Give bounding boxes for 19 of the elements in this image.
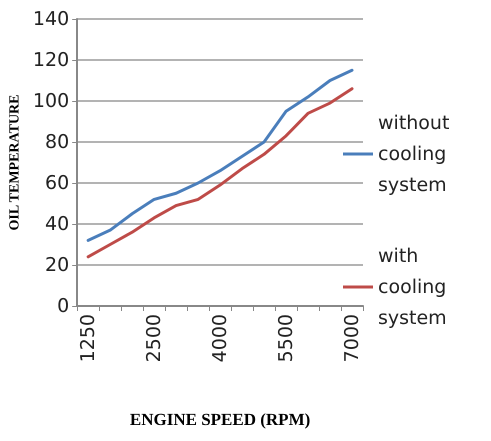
y-axis-title: OIL TEMPERATURE [8, 94, 22, 231]
line-series [86, 68, 354, 242]
x-axis-title: ENGINE SPEED (RPM) [130, 410, 310, 429]
line-series [86, 87, 354, 258]
x-tick-label: 7000 [341, 314, 364, 362]
x-tick-label: 5500 [275, 314, 298, 362]
x-tick-label: 4000 [209, 314, 232, 362]
y-tick-label: 100 [32, 90, 70, 112]
y-tick-label: 0 [57, 295, 70, 317]
y-tick-label: 120 [32, 49, 70, 71]
legend-label: with cooling system [378, 245, 452, 329]
x-tick-label: 1250 [77, 314, 100, 362]
y-tick-label: 140 [32, 8, 70, 30]
y-tick-label: 20 [44, 254, 70, 276]
y-tick-label: 40 [44, 213, 70, 235]
y-tick-label: 60 [44, 172, 70, 194]
y-tick-label: 80 [44, 131, 70, 153]
legend-label: without cooling system [378, 112, 456, 196]
x-tick-label: 2500 [143, 314, 166, 362]
